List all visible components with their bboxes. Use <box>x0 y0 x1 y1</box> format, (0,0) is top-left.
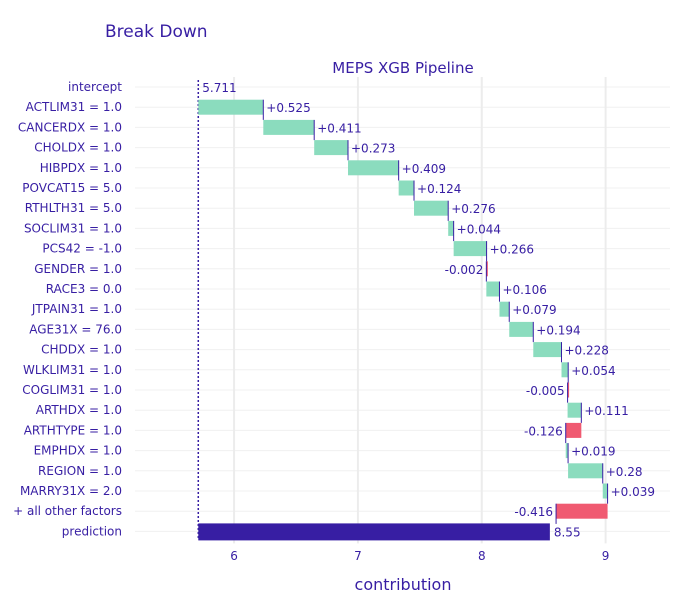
contribution-bar <box>263 119 315 135</box>
row-label: JTPAIN31 = 1.0 <box>31 302 122 316</box>
value-label: +0.111 <box>584 404 628 418</box>
bars-layer: 5.711 +0.525 +0.411 +0.273 +0.409 +0.124 +0.27… <box>197 80 655 541</box>
grid-layer <box>135 77 670 544</box>
x-tick-label: 7 <box>354 549 362 563</box>
value-label: +0.079 <box>512 303 556 317</box>
prediction-bar <box>198 523 550 541</box>
contribution-bar <box>486 261 488 277</box>
x-axis-ticks: 6 7 8 9 <box>230 549 609 563</box>
contribution-bar <box>565 443 569 459</box>
contribution-bar <box>414 200 449 216</box>
row-labels: intercept ACTLIM31 = 1.0 CANCERDX = 1.0 CHO… <box>13 80 122 538</box>
contribution-bar <box>509 321 534 337</box>
value-label: -0.005 <box>526 384 565 398</box>
value-label: +0.411 <box>317 121 361 135</box>
contribution-bar <box>533 342 562 358</box>
row-label: AGE31X = 76.0 <box>29 322 122 336</box>
row-label: ARTHDX = 1.0 <box>36 403 122 417</box>
value-label: +0.194 <box>536 323 580 337</box>
value-label: -0.416 <box>514 505 553 519</box>
contribution-bar <box>398 180 415 196</box>
x-tick-label: 9 <box>602 549 610 563</box>
value-label: +0.054 <box>571 364 615 378</box>
contribution-bar <box>568 463 603 479</box>
value-label: -0.002 <box>445 263 484 277</box>
value-label: +0.106 <box>502 283 546 297</box>
contribution-bar <box>314 140 349 156</box>
contribution-bar <box>565 422 582 438</box>
page-title: Break Down <box>105 22 208 42</box>
value-label: +0.409 <box>402 162 446 176</box>
value-label: 5.711 <box>202 81 236 95</box>
row-label: CANCERDX = 1.0 <box>18 120 122 134</box>
row-label: PCS42 = -1.0 <box>42 242 122 256</box>
row-label: intercept <box>68 80 122 94</box>
row-label: ACTLIM31 = 1.0 <box>26 100 122 114</box>
row-label: RTHLTH31 = 5.0 <box>25 201 122 215</box>
contribution-bar <box>556 503 608 519</box>
value-label: +0.044 <box>457 222 501 236</box>
contribution-bar <box>348 160 399 176</box>
contribution-bar <box>567 402 582 418</box>
contribution-bar <box>561 362 569 378</box>
value-label: +0.276 <box>451 202 495 216</box>
row-label: GENDER = 1.0 <box>34 262 122 276</box>
value-label: +0.124 <box>417 182 461 196</box>
row-label: CHOLDX = 1.0 <box>34 141 122 155</box>
row-label: SOCLIM31 = 1.0 <box>24 221 122 235</box>
value-label: 8.55 <box>554 525 581 539</box>
row-label: MARRY31X = 2.0 <box>20 484 122 498</box>
chart-subtitle: MEPS XGB Pipeline <box>332 59 473 77</box>
x-tick-label: 8 <box>478 549 486 563</box>
x-tick-label: 6 <box>230 549 238 563</box>
contribution-bar <box>602 483 608 499</box>
value-label: +0.273 <box>351 142 395 156</box>
row-label: CHDDX = 1.0 <box>41 343 122 357</box>
row-label: ARTHTYPE = 1.0 <box>24 423 122 437</box>
contribution-bar <box>486 281 500 297</box>
value-label: +0.266 <box>490 243 534 257</box>
row-label: RACE3 = 0.0 <box>46 282 122 296</box>
value-label: +0.228 <box>565 344 609 358</box>
row-label: prediction <box>62 524 122 538</box>
row-label: HIBPDX = 1.0 <box>40 161 122 175</box>
x-axis-title: contribution <box>355 575 452 594</box>
value-label: -0.126 <box>524 424 563 438</box>
value-label: +0.039 <box>611 485 655 499</box>
value-label: +0.525 <box>266 101 310 115</box>
contribution-bar <box>198 99 264 115</box>
contribution-bar <box>567 382 570 398</box>
row-label: EMPHDX = 1.0 <box>34 444 122 458</box>
value-label: +0.019 <box>571 445 615 459</box>
row-label: WLKLIM31 = 1.0 <box>23 363 122 377</box>
value-label: +0.28 <box>606 465 643 479</box>
row-label: COGLIM31 = 1.0 <box>22 383 122 397</box>
contribution-bar <box>453 241 487 257</box>
row-label: POVCAT15 = 5.0 <box>22 181 122 195</box>
contribution-bar <box>448 220 454 236</box>
contribution-bar <box>499 301 510 317</box>
row-label: + all other factors <box>13 504 122 518</box>
row-label: REGION = 1.0 <box>38 464 122 478</box>
